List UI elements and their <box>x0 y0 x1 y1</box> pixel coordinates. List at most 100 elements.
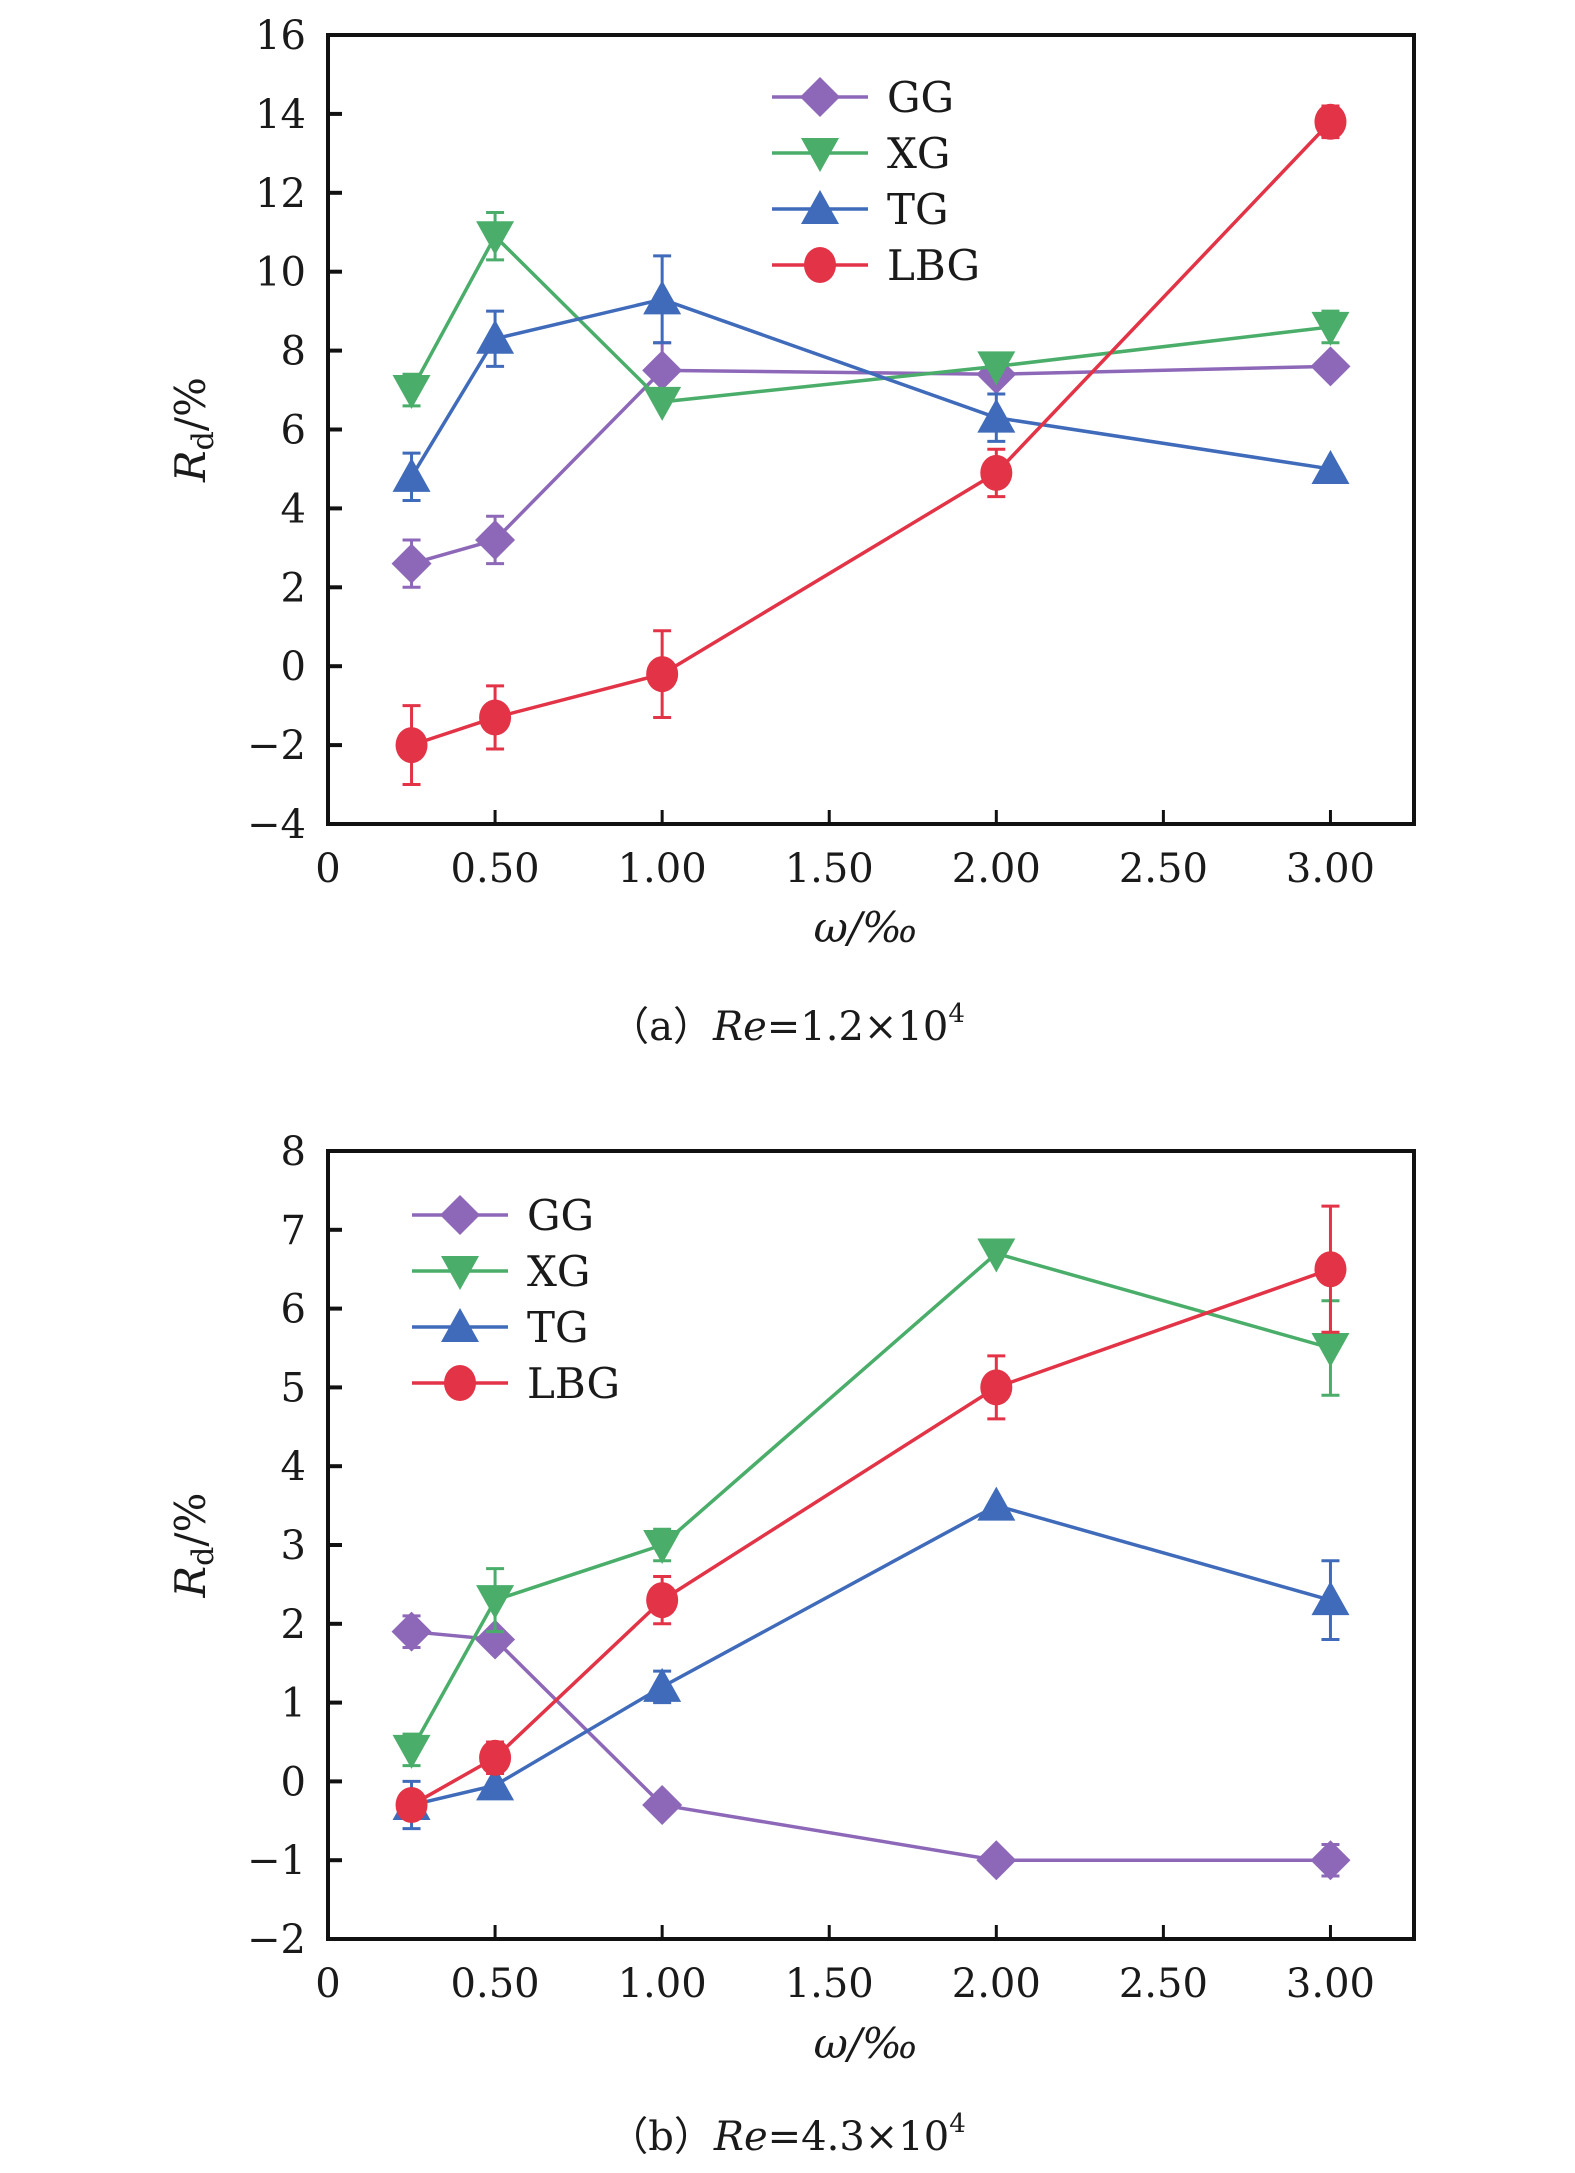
series-gg <box>391 1611 1351 1881</box>
y-tick-label: 2 <box>281 1602 306 1648</box>
caption-prefix: （b） <box>608 2114 714 2160</box>
caption-italic: Re <box>713 2114 768 2160</box>
data-point-lbg <box>646 656 679 693</box>
data-point-xg <box>476 221 515 256</box>
data-point-gg <box>475 519 516 560</box>
data-point-gg <box>1310 1840 1351 1881</box>
data-point-tg <box>476 319 515 354</box>
y-axis-title-main: R <box>166 450 215 483</box>
legend-marker-triangle-down <box>441 1256 479 1290</box>
x-tick-label: 1.50 <box>785 1961 874 2007</box>
legend-label: XG <box>527 1247 590 1296</box>
y-tick-label: 1 <box>281 1681 306 1727</box>
data-point-xg <box>1311 311 1350 346</box>
data-point-tg <box>977 1486 1016 1521</box>
data-point-tg <box>1311 1581 1350 1616</box>
data-point-xg <box>1311 1333 1350 1367</box>
legend-marker-diamond <box>800 77 840 117</box>
data-point-xg <box>977 1238 1016 1273</box>
y-tick-label: 14 <box>255 92 306 138</box>
data-point-xg <box>643 386 682 421</box>
y-tick-label: 7 <box>281 1208 306 1254</box>
panel-caption: （a）Re=1.2×104 <box>609 999 965 1050</box>
series-line <box>411 1503 1331 1807</box>
legend-marker-triangle-up <box>801 190 839 224</box>
y-tick-label: 0 <box>281 1759 306 1805</box>
data-point-tg <box>476 1766 515 1801</box>
legend-item-xg: XG <box>412 1247 590 1296</box>
data-point-tg <box>643 280 682 315</box>
data-point-lbg <box>395 1787 428 1824</box>
legend-label: LBG <box>887 241 980 290</box>
data-point-gg <box>1310 346 1351 387</box>
data-point-xg <box>977 351 1016 386</box>
legend-marker-circle <box>444 1365 476 1401</box>
y-axis-title-unit: /% <box>166 377 215 431</box>
data-point-gg <box>391 543 432 584</box>
caption-prefix: （a） <box>609 1004 713 1050</box>
data-point-lbg <box>980 454 1013 491</box>
data-point-lbg <box>479 1739 512 1776</box>
data-point-gg <box>391 1611 432 1652</box>
legend-item-tg: TG <box>772 185 949 234</box>
legend-item-lbg: LBG <box>772 241 980 290</box>
plot-frame <box>326 1149 1416 1941</box>
data-point-xg <box>392 375 431 410</box>
x-tick-label: 2.00 <box>952 846 1041 892</box>
y-axis-title: Rd/% <box>166 377 221 483</box>
data-point-lbg <box>395 727 428 764</box>
y-axis-title-sub: d <box>186 1547 221 1566</box>
data-point-lbg <box>1314 103 1347 140</box>
legend-marker-circle <box>804 247 836 283</box>
data-point-lbg <box>646 1582 679 1619</box>
legend-marker-triangle-up <box>441 1308 479 1342</box>
caption-sup: 4 <box>949 2109 966 2139</box>
data-point-gg <box>642 1785 683 1826</box>
x-tick-label: 1.00 <box>618 1961 707 2007</box>
caption-sup: 4 <box>948 999 965 1029</box>
data-point-tg <box>1311 449 1350 484</box>
caption-rest: =4.3×10 <box>768 2114 950 2160</box>
legend-label: XG <box>887 129 950 178</box>
x-tick-label: 3.00 <box>1286 846 1375 892</box>
series-line <box>410 233 1331 404</box>
legend-item-tg: TG <box>412 1303 589 1352</box>
data-point-tg <box>392 457 431 492</box>
y-tick-label: 6 <box>281 408 306 454</box>
series-tg <box>392 1486 1350 1831</box>
data-point-lbg <box>980 1369 1013 1406</box>
panel-caption: （b）Re=4.3×104 <box>608 2109 966 2160</box>
series-lbg <box>395 1204 1347 1824</box>
data-point-lbg <box>479 699 512 736</box>
y-tick-label: 8 <box>281 1129 306 1175</box>
data-point-tg <box>643 1667 682 1702</box>
series-tg <box>392 254 1350 503</box>
y-tick-label: 4 <box>281 486 306 532</box>
legend-label: TG <box>887 185 949 234</box>
caption-italic: Re <box>712 1004 767 1050</box>
legend-item-xg: XG <box>772 129 950 178</box>
y-tick-label: 16 <box>255 13 306 59</box>
x-tick-label: 0 <box>315 1961 340 2007</box>
legend-marker-diamond <box>440 1195 480 1235</box>
y-tick-label: −4 <box>247 802 306 848</box>
x-tick-label: 2.50 <box>1119 1961 1208 2007</box>
data-point-xg <box>392 1734 431 1769</box>
y-tick-label: −1 <box>247 1838 306 1884</box>
legend-marker-triangle-down <box>801 138 839 172</box>
y-tick-label: 8 <box>281 329 306 375</box>
x-tick-label: 0.50 <box>451 1961 540 2007</box>
legend-item-gg: GG <box>772 73 954 122</box>
x-tick-label: 2.00 <box>952 1961 1041 2007</box>
series-lbg <box>395 103 1347 787</box>
chart-panel-b: −2 −1 0 1 2 3 4 5 6 7 8 0 0.50 1.00 1.50 2.00 2.50 3.00 ω/… <box>166 1129 1416 2160</box>
y-tick-label: 4 <box>281 1444 306 1490</box>
legend-label: GG <box>887 73 954 122</box>
data-point-xg <box>643 1530 682 1564</box>
legend: GG XG TG LBG <box>772 73 980 290</box>
x-axis-title: ω/‰ <box>814 903 919 952</box>
legend-label: TG <box>527 1303 589 1352</box>
y-axis-title-sub: d <box>186 431 221 450</box>
x-tick-label: 1.50 <box>785 846 874 892</box>
